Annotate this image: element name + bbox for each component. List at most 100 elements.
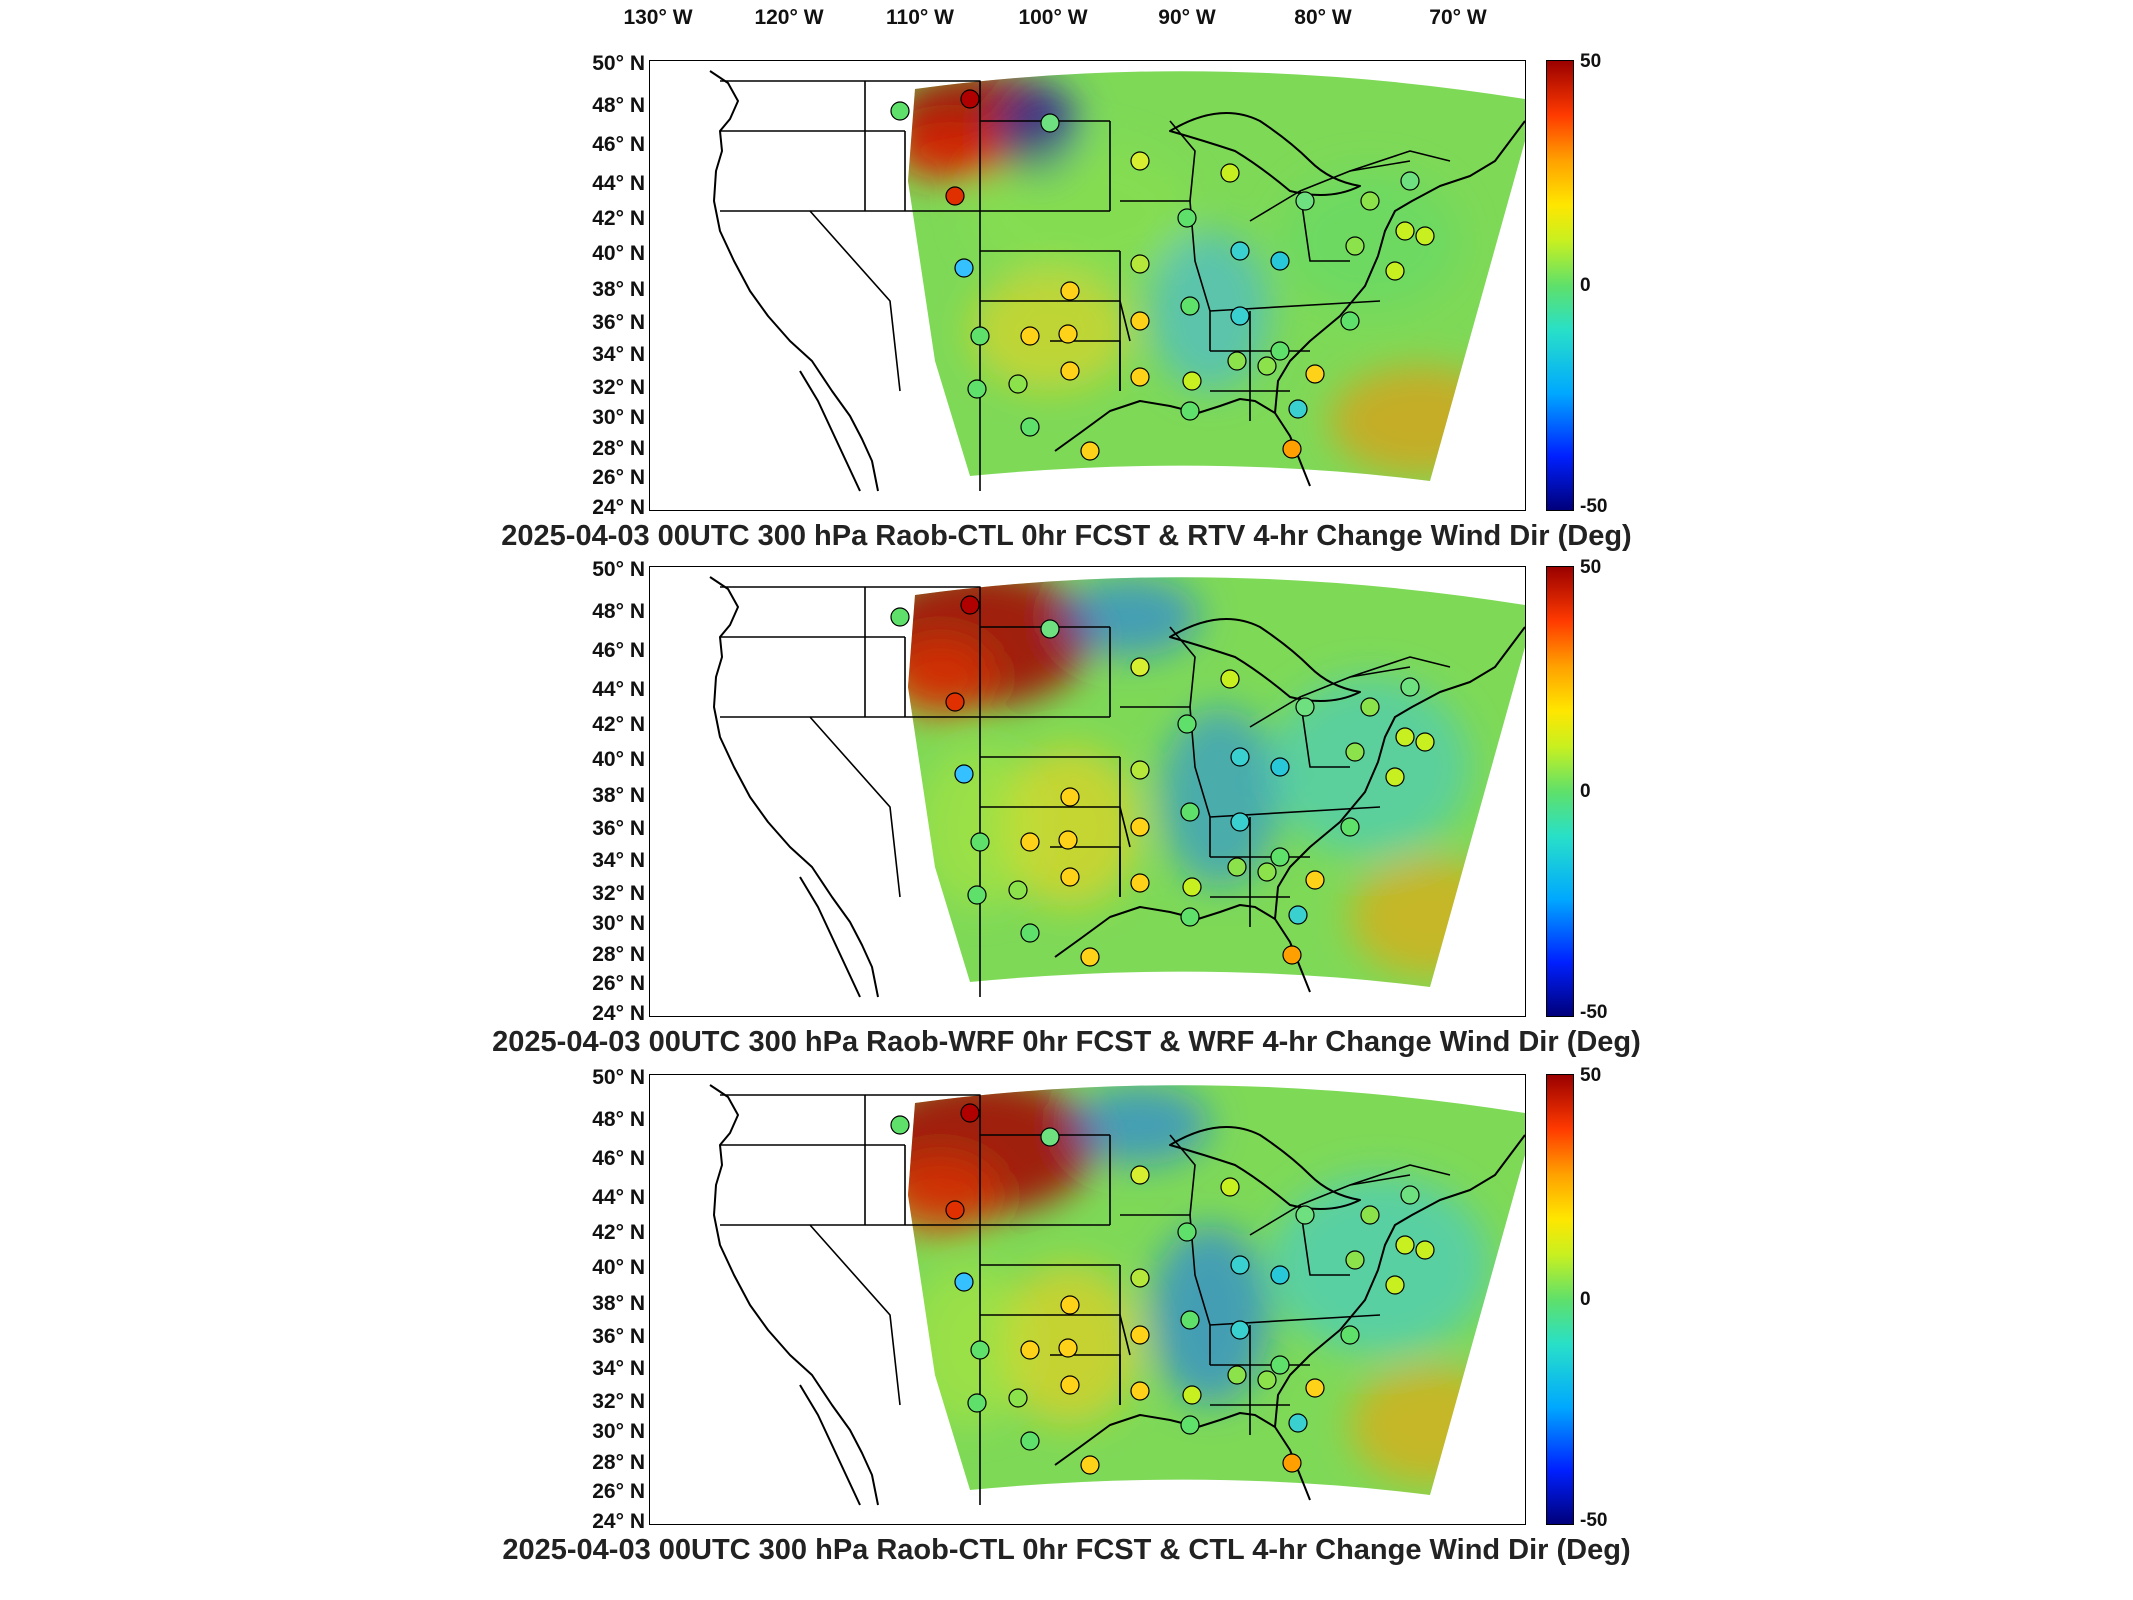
colorbar-min-label: -50	[1580, 496, 1608, 517]
lon-label-130w: 130° W	[623, 6, 693, 29]
raob-station-marker	[1288, 905, 1308, 925]
raob-station-marker	[1257, 862, 1277, 882]
lat-label: 32° N	[592, 1390, 645, 1413]
lat-label: 36° N	[592, 1325, 645, 1348]
raob-station-marker	[1230, 1255, 1250, 1275]
raob-station-marker	[1305, 870, 1325, 890]
raob-station-marker	[1257, 1370, 1277, 1390]
raob-station-marker	[1305, 364, 1325, 384]
gulf-coastline	[1054, 1412, 1311, 1501]
state-border	[720, 80, 981, 491]
raob-station-marker	[1385, 767, 1405, 787]
lon-label-70w: 70° W	[1429, 6, 1487, 29]
raob-station-marker	[1282, 1453, 1302, 1473]
raob-station-marker	[1295, 1205, 1315, 1225]
panel-title: 2025-04-03 00UTC 300 hPa Raob-CTL 0hr FC…	[502, 1534, 1631, 1566]
raob-station-marker	[1340, 1325, 1360, 1345]
raob-station-marker	[960, 1103, 980, 1123]
raob-station-marker	[1305, 1378, 1325, 1398]
lat-label: 28° N	[592, 437, 645, 460]
raob-station-marker	[1177, 208, 1197, 228]
raob-station-marker	[1230, 812, 1250, 832]
raob-station-marker	[1130, 1381, 1150, 1401]
lat-label: 48° N	[592, 94, 645, 117]
raob-station-marker	[967, 885, 987, 905]
raob-station-marker	[967, 1393, 987, 1413]
raob-station-marker	[1415, 226, 1435, 246]
raob-station-marker	[1182, 1385, 1202, 1405]
raob-station-marker	[1060, 1375, 1080, 1395]
raob-station-marker	[1230, 1320, 1250, 1340]
lat-label: 50° N	[592, 52, 645, 75]
state-border	[720, 1094, 981, 1505]
raob-station-marker	[1270, 341, 1290, 361]
raob-station-marker	[1130, 311, 1150, 331]
raob-station-marker	[1177, 714, 1197, 734]
lat-label: 28° N	[592, 1451, 645, 1474]
raob-station-marker	[1130, 1325, 1150, 1345]
raob-station-marker	[890, 607, 910, 627]
map-panel-2: 50° N 48° N 46° N 44° N 42° N 40° N 38° …	[0, 557, 2133, 1066]
lat-label: 50° N	[592, 1066, 645, 1089]
raob-station-marker	[1060, 787, 1080, 807]
panel-title: 2025-04-03 00UTC 300 hPa Raob-WRF 0hr FC…	[492, 1026, 1641, 1058]
raob-station-marker	[1130, 367, 1150, 387]
east-coastline	[1274, 1134, 1525, 1428]
colorbar-max-label: 50	[1580, 557, 1602, 578]
raob-station-marker	[1220, 1177, 1240, 1197]
raob-station-marker	[1040, 113, 1060, 133]
raob-station-marker	[1400, 171, 1420, 191]
wind-direction-map	[709, 1084, 1525, 1506]
raob-station-marker	[1130, 817, 1150, 837]
map-boundaries	[709, 1084, 1525, 1506]
lat-label: 36° N	[592, 817, 645, 840]
lat-label: 30° N	[592, 406, 645, 429]
state-border	[1249, 666, 1411, 728]
map-plot-area	[649, 60, 1526, 511]
raob-station-marker	[945, 186, 965, 206]
raob-station-marker	[1060, 361, 1080, 381]
great-lakes	[1169, 112, 1361, 196]
lat-label: 42° N	[592, 713, 645, 736]
state-border	[1299, 696, 1350, 768]
lon-label-120w: 120° W	[754, 6, 824, 29]
lon-label-100w: 100° W	[1018, 6, 1088, 29]
raob-station-marker	[1058, 324, 1078, 344]
lat-label: 26° N	[592, 466, 645, 489]
raob-station-marker	[970, 326, 990, 346]
raob-station-marker	[1130, 1268, 1150, 1288]
state-border	[1169, 120, 1196, 202]
lat-label: 46° N	[592, 639, 645, 662]
raob-station-marker	[1270, 847, 1290, 867]
raob-station-marker	[1130, 657, 1150, 677]
colorbar-mid-label: 0	[1580, 781, 1591, 802]
raob-station-marker	[1040, 619, 1060, 639]
state-border	[1299, 1204, 1350, 1276]
lat-label: 42° N	[592, 207, 645, 230]
lat-label: 26° N	[592, 1480, 645, 1503]
raob-station-marker	[1230, 747, 1250, 767]
raob-station-marker	[954, 764, 974, 784]
raob-station-marker	[954, 1272, 974, 1292]
colorbar	[1546, 566, 1574, 1017]
raob-station-marker	[1295, 191, 1315, 211]
raob-station-marker	[1220, 163, 1240, 183]
lat-label: 24° N	[592, 496, 645, 519]
lat-label: 44° N	[592, 172, 645, 195]
baja-coastline	[799, 370, 861, 492]
gulf-coastline	[1054, 398, 1311, 487]
raob-station-marker	[1020, 923, 1040, 943]
colorbar-min-label: -50	[1580, 1510, 1608, 1531]
raob-station-marker	[1180, 1415, 1200, 1435]
lat-label: 32° N	[592, 882, 645, 905]
raob-station-marker	[1020, 832, 1040, 852]
state-border	[1349, 150, 1451, 172]
raob-station-marker	[1180, 296, 1200, 316]
state-border	[1120, 706, 1211, 857]
great-lakes	[1169, 1126, 1361, 1210]
west-coastline	[709, 1084, 879, 1506]
lat-label: 34° N	[592, 343, 645, 366]
west-coastline	[709, 576, 879, 998]
raob-station-marker	[1008, 374, 1028, 394]
east-coastline	[1274, 120, 1525, 414]
